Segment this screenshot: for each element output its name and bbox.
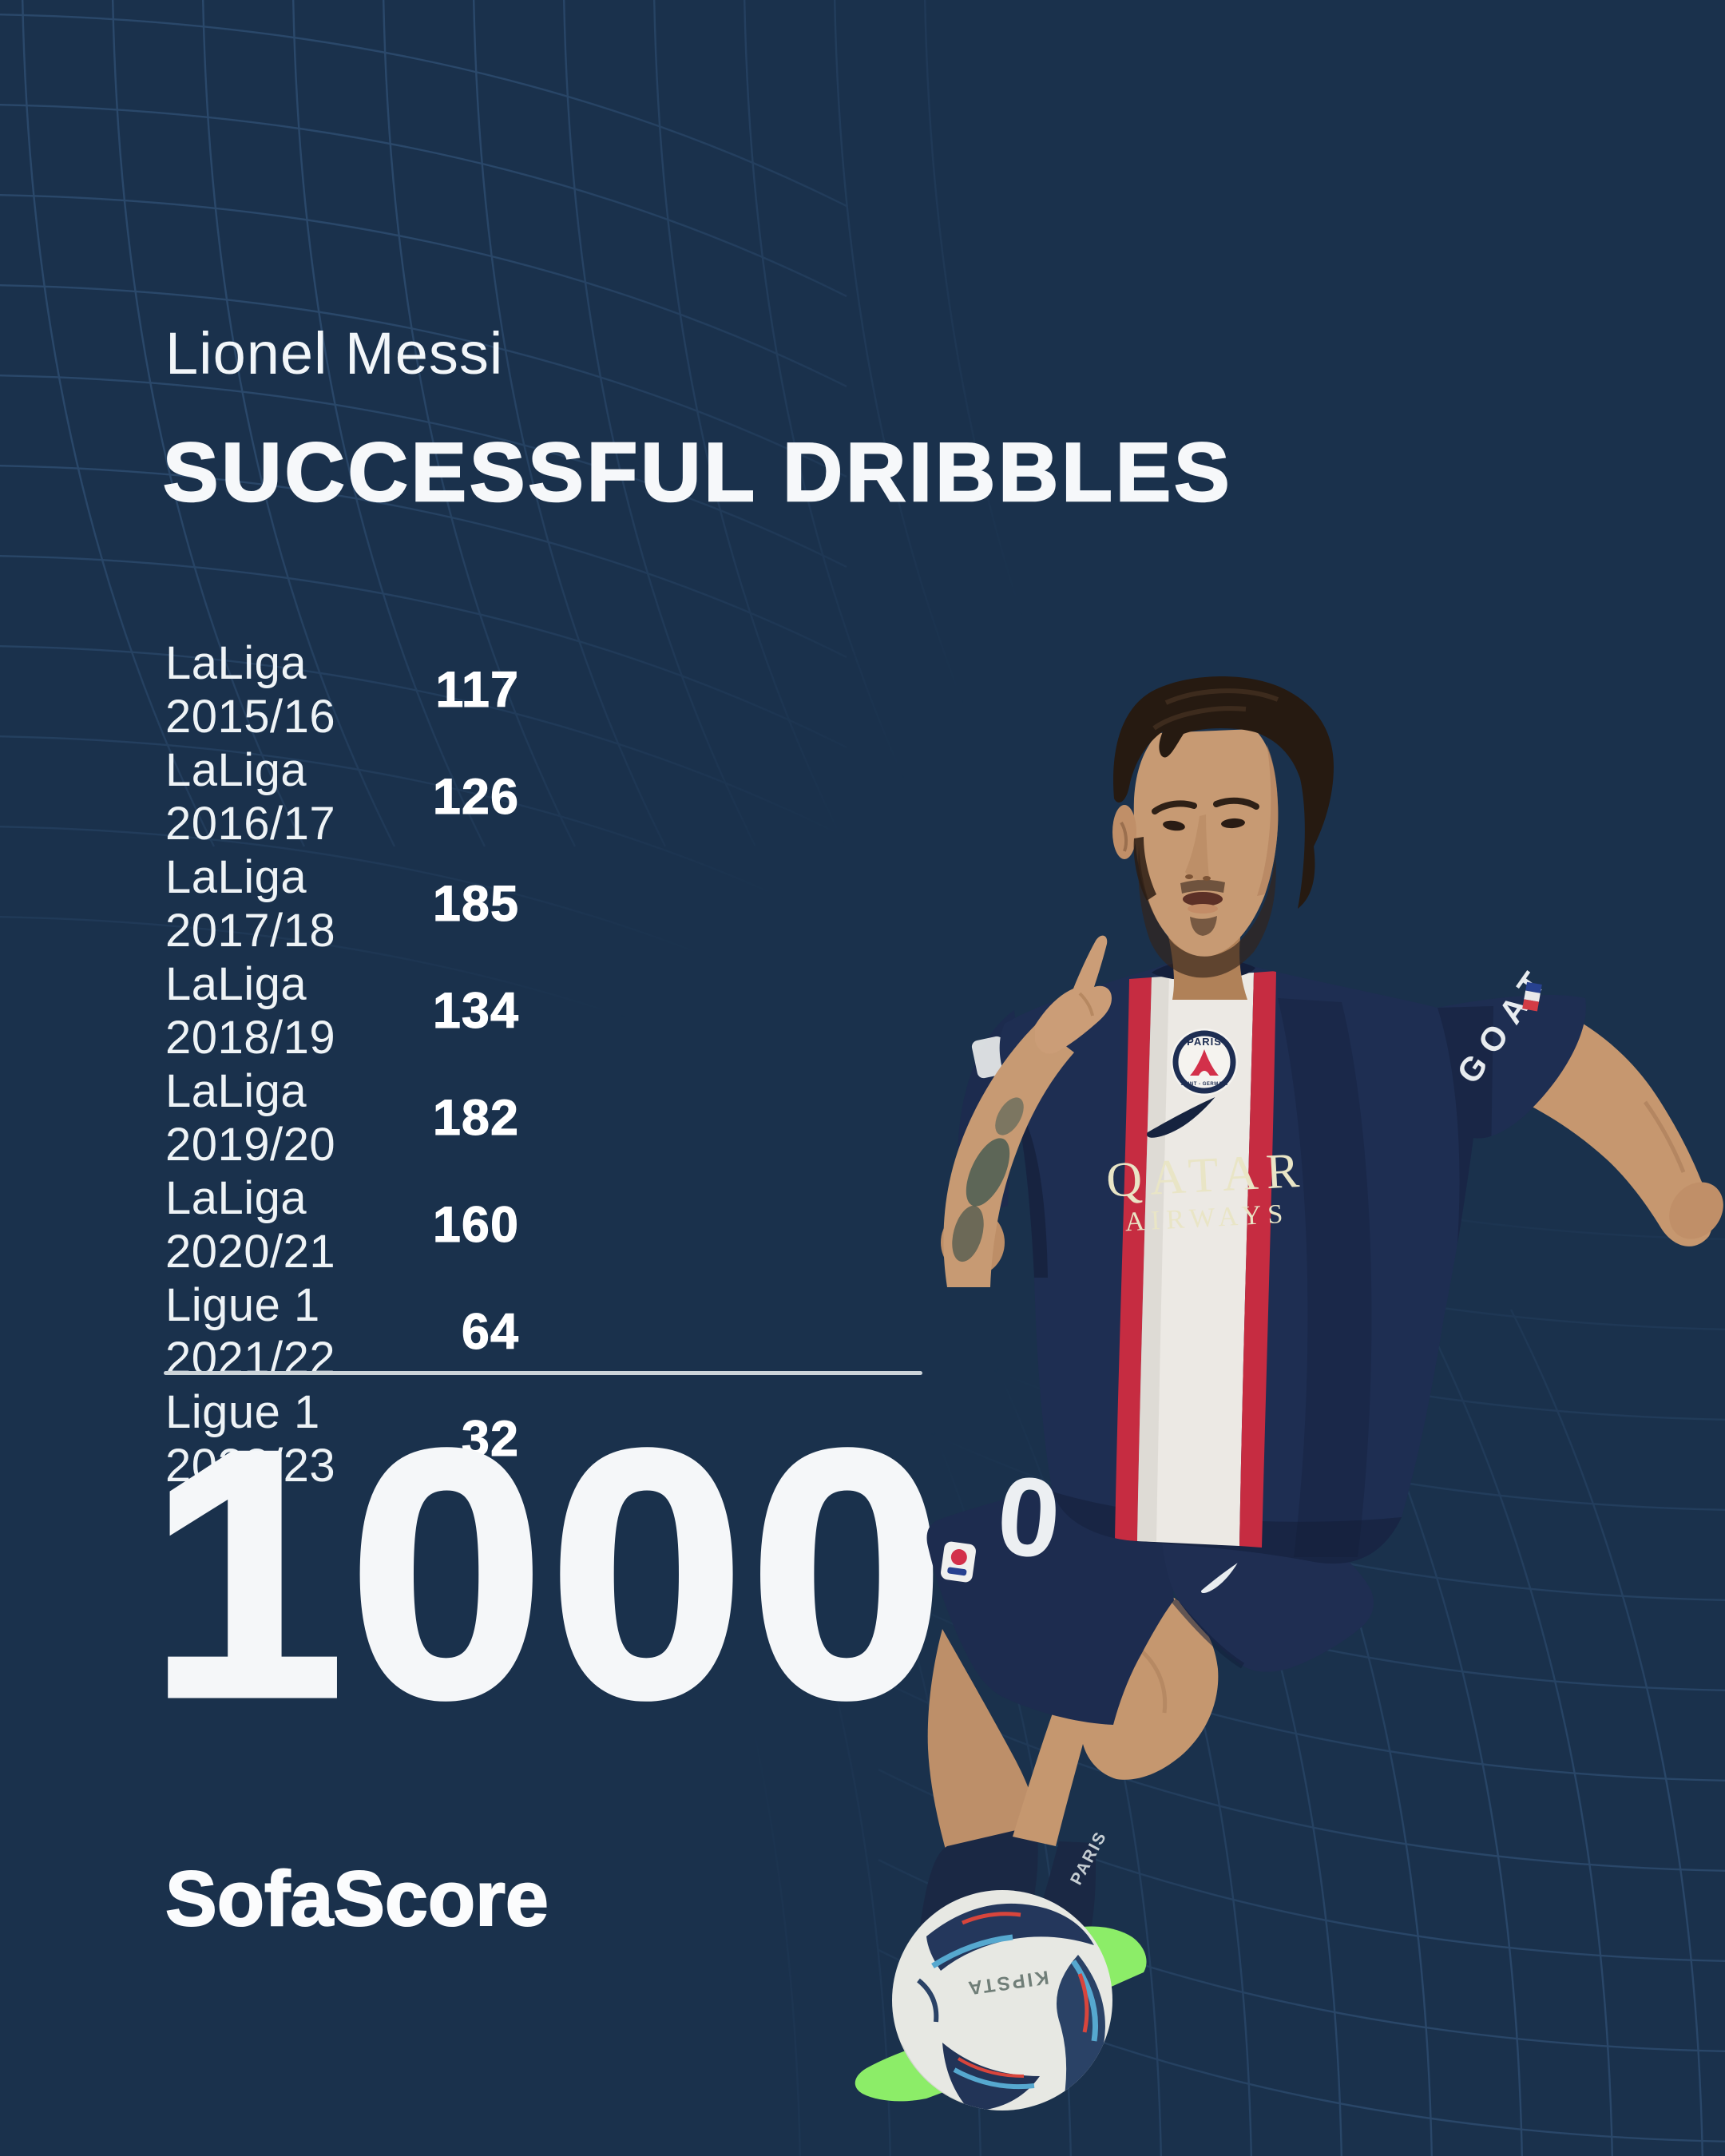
sleeve-patch [971, 1036, 1009, 1079]
stat-label: LaLiga 2015/16 [165, 637, 336, 743]
divider-line [164, 1371, 922, 1375]
svg-text:SAINT - GERMAIN: SAINT - GERMAIN [1180, 1082, 1227, 1087]
stat-value: 32 [461, 1411, 519, 1468]
shorts-badge [941, 1541, 976, 1583]
stat-label: LaLiga 2019/20 [165, 1065, 336, 1171]
stat-label: Ligue 1 2021/22 [165, 1279, 336, 1385]
stats-list: LaLiga 2015/16 117 LaLiga 2016/17 126 La… [165, 636, 519, 1492]
messi-right-leg [1013, 1589, 1219, 1846]
stat-label: LaLiga 2016/17 [165, 744, 336, 850]
stat-label: LaLiga 2020/21 [165, 1172, 336, 1278]
page-title: SUCCESSFUL DRIBBLES [162, 426, 1233, 519]
stat-row: LaLiga 2018/19 134 [165, 957, 519, 1064]
svg-text:PARIS: PARIS [1187, 1036, 1222, 1048]
jersey-swoosh [1147, 1096, 1215, 1138]
shorts-swoosh [1201, 1563, 1238, 1593]
stat-label: LaLiga 2017/18 [165, 851, 336, 957]
total-dribbles: 1000 [146, 1378, 950, 1770]
sleeve-flag-patch [1522, 981, 1542, 1012]
stat-row: Ligue 1 2022/23 32 [165, 1385, 519, 1492]
messi-fist [1669, 1182, 1723, 1239]
stat-value: 134 [432, 983, 519, 1040]
stat-value: 117 [435, 662, 519, 719]
sofascore-logo: SofaScore [165, 1855, 549, 1942]
stat-value: 126 [432, 769, 519, 826]
stat-label: LaLiga 2018/19 [165, 958, 336, 1064]
stat-value: 64 [461, 1304, 519, 1361]
messi-shorts-left [926, 1485, 1174, 1725]
stat-row: LaLiga 2019/20 182 [165, 1064, 519, 1171]
messi-left-thigh [927, 1629, 1037, 1849]
player-name: Lionel Messi [165, 320, 504, 386]
messi-beard [1138, 845, 1276, 978]
stat-value: 185 [432, 876, 519, 933]
stat-row: LaLiga 2017/18 185 [165, 850, 519, 957]
psg-crest: PARIS SAINT - GERMAIN [1171, 1028, 1238, 1096]
ball: KIPSTA [892, 1890, 1112, 2110]
stat-label: Ligue 1 2022/23 [165, 1386, 336, 1492]
stat-row: Ligue 1 2021/22 64 [165, 1278, 519, 1385]
messi-hair [1113, 676, 1334, 909]
stat-row: LaLiga 2020/21 160 [165, 1171, 519, 1278]
stat-value: 160 [432, 1197, 519, 1254]
messi-hand [1035, 935, 1112, 1054]
stat-value: 182 [432, 1090, 519, 1147]
stat-row: LaLiga 2016/17 126 [165, 743, 519, 850]
stat-row: LaLiga 2015/16 117 [165, 636, 519, 743]
jersey-sponsor-1: QATAR [1104, 1143, 1308, 1207]
